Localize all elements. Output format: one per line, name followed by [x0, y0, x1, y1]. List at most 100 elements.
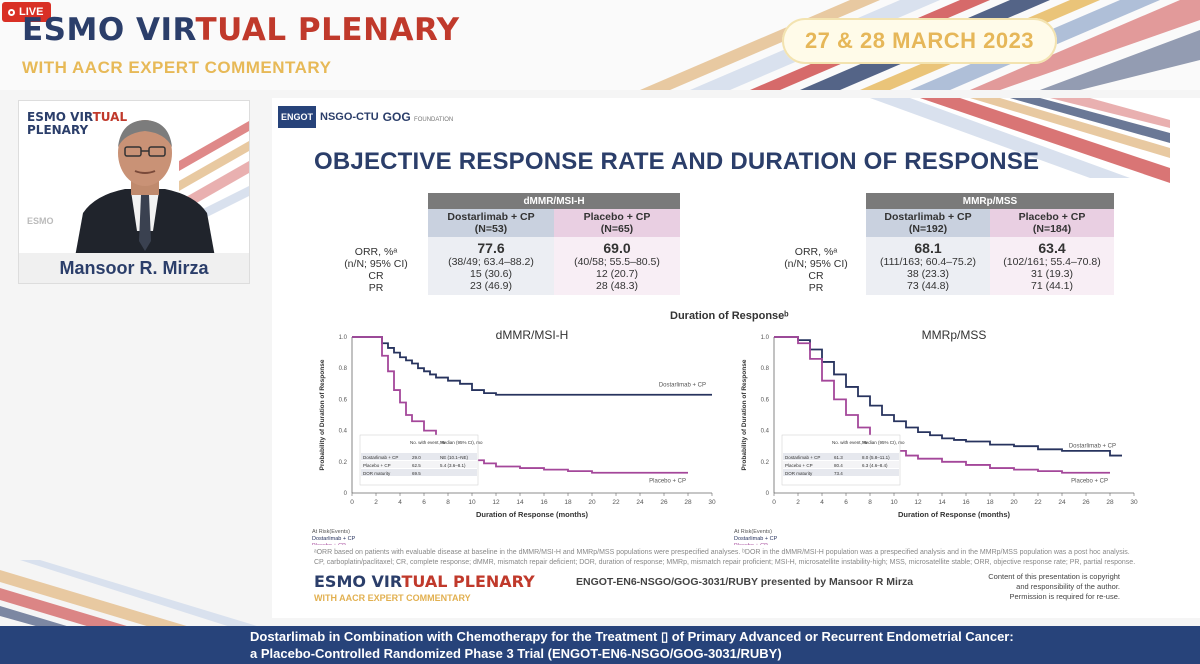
arm-values-placebo: 63.4 (102/161; 55.4–70.8) 31 (19.3) 71 (44.…	[990, 237, 1114, 295]
x-tick-label: 30	[1130, 499, 1138, 506]
event-title-part-b: TUAL PLENARY	[195, 12, 460, 48]
event-title-part-a: ESMO VIR	[22, 12, 196, 48]
orr-value: 69.0	[603, 240, 631, 256]
speaker-logo-c: PLENARY	[27, 123, 89, 137]
copyright-line-1: Content of this presentation is copyrigh…	[988, 572, 1120, 581]
live-badge[interactable]: LIVE	[2, 2, 52, 22]
x-tick-label: 0	[772, 499, 776, 506]
y-tick-label: 0.4	[761, 429, 770, 435]
x-tick-label: 16	[540, 499, 548, 506]
orr-table-dmmr: dMMR/MSI-H Dostarlimab + CP (N=53) Placeb…	[428, 193, 680, 295]
y-axis-label: Probability of Duration of Response	[741, 359, 748, 470]
chart-title: dMMR/MSI-H	[496, 328, 569, 342]
x-tick-label: 10	[890, 499, 898, 506]
series-line-dostarlimab	[352, 336, 712, 396]
slide-logo-b: TUAL PLENARY	[401, 572, 535, 591]
pr-value: 73 (44.8)	[906, 280, 950, 292]
pr-value: 28 (48.3)	[595, 280, 639, 292]
summary-row-n: 80.4	[834, 463, 843, 468]
cr-value: 38 (23.3)	[906, 268, 950, 280]
x-tick-label: 26	[660, 499, 668, 506]
x-tick-label: 24	[1058, 499, 1066, 506]
talk-title-bar: Dostarlimab in Combination with Chemothe…	[0, 626, 1200, 664]
arm-name: Placebo + CP	[583, 211, 651, 223]
table-header: MMRp/MSS	[866, 193, 1114, 209]
series-label: Dostarlimab + CP	[1069, 444, 1116, 450]
x-tick-label: 12	[492, 499, 500, 506]
x-tick-label: 4	[398, 499, 402, 506]
row-label-orr: ORR, %ᵃ	[794, 246, 838, 258]
presented-by: ENGOT-EN6-NSGO/GOG-3031/RUBY presented b…	[576, 576, 914, 588]
nsgo-logo: NSGO-CTU	[320, 111, 379, 123]
live-label: LIVE	[19, 6, 44, 18]
row-labels-left: ORR, %ᵃ (n/N; 95% CI) CR PR	[328, 246, 424, 294]
y-tick-label: 0.6	[761, 397, 770, 403]
row-label-ci: (n/N; 95% CI)	[784, 258, 848, 270]
at-risk-arm: Dostarlimab + CP	[734, 536, 778, 542]
slide-logo-a: ESMO VIR	[314, 572, 402, 591]
series-label: Placebo + CP	[1071, 479, 1108, 485]
orr-value: 63.4	[1038, 240, 1066, 256]
x-tick-label: 4	[820, 499, 824, 506]
speaker-watermark: ESMO	[27, 216, 54, 226]
summary-header-n: No. with event, %	[410, 440, 445, 445]
summary-row-median: 6.3 (4.6–8.4)	[862, 463, 888, 468]
arm-n: (N=192)	[908, 223, 948, 235]
x-tick-label: 14	[516, 499, 524, 506]
summary-row-bg	[783, 453, 899, 460]
speaker-name: Mansoor R. Mirza	[19, 253, 249, 283]
at-risk-label: At Risk(Events)	[312, 529, 350, 535]
talk-title-line-2: a Placebo-Controlled Randomized Phase 3 …	[250, 646, 782, 661]
x-tick-label: 18	[986, 499, 994, 506]
y-tick-label: 0.6	[339, 397, 348, 403]
copyright-line-3: Permission is required for re-use.	[1009, 592, 1120, 601]
orr-value: 68.1	[914, 240, 942, 256]
row-labels-right: ORR, %ᵃ (n/N; 95% CI) CR PR	[768, 246, 864, 294]
slide-stripes-decoration	[870, 98, 1170, 183]
chart-title: MMRp/MSS	[922, 328, 987, 342]
summary-row-bg	[783, 461, 899, 468]
x-tick-label: 10	[468, 499, 476, 506]
event-header: LIVE ESMO VIRTUAL PLENARY WITH AACR EXPE…	[0, 0, 1200, 90]
x-tick-label: 22	[612, 499, 620, 506]
event-date: 27 & 28 MARCH 2023	[782, 18, 1057, 64]
speaker-video[interactable]: ESMO VIRTUAL PLENARY ESMO Mansoor R. Mirz…	[18, 100, 250, 284]
arm-n: (N=184)	[1032, 223, 1072, 235]
x-tick-label: 26	[1082, 499, 1090, 506]
summary-row-median: 8.0 (5.8–11.1)	[862, 455, 890, 460]
bottom-stripes-decoration	[0, 560, 270, 630]
x-tick-label: 24	[636, 499, 644, 506]
arm-values-dostarlimab: 77.6 (38/49; 63.4–88.2) 15 (30.6) 23 (46.9)	[428, 237, 554, 295]
speaker-logo-a: ESMO VIR	[27, 110, 93, 124]
slide-event-logo: ESMO VIRTUAL PLENARY	[314, 572, 535, 591]
at-risk-arm: Placebo + CP	[734, 543, 768, 545]
x-tick-label: 28	[1106, 499, 1114, 506]
y-tick-label: 0.4	[339, 429, 348, 435]
arm-n: (N=53)	[474, 223, 508, 235]
series-label: Placebo + CP	[649, 479, 686, 485]
x-tick-label: 6	[844, 499, 848, 506]
summary-row-median: 5.4 (3.6–8.1)	[440, 463, 466, 468]
sponsor-logos: ENGOT NSGO-CTU GOG FOUNDATION	[278, 106, 453, 128]
row-label-cr: CR	[808, 270, 824, 282]
x-tick-label: 8	[446, 499, 450, 506]
gog-logo-subtext: FOUNDATION	[414, 117, 454, 123]
footnotes: ᵃORR based on patients with evaluable di…	[314, 548, 1174, 568]
presentation-slide: ENGOT NSGO-CTU GOG FOUNDATION OBJECTIVE …	[272, 98, 1200, 618]
arm-name: Placebo + CP	[1018, 211, 1086, 223]
engot-logo: ENGOT	[278, 106, 316, 128]
footnote-1: ᵃORR based on patients with evaluable di…	[314, 549, 1130, 556]
speaker-logo-b: TUAL	[92, 110, 128, 124]
summary-row-arm: Placebo + CP	[363, 463, 391, 468]
y-tick-label: 1.0	[339, 335, 348, 341]
x-tick-label: 30	[708, 499, 716, 506]
row-label-ci: (n/N; 95% CI)	[344, 258, 408, 270]
summary-row-n: 61.3	[834, 455, 843, 460]
at-risk-label: At Risk(Events)	[734, 529, 772, 535]
arm-header-placebo: Placebo + CP (N=184)	[990, 209, 1114, 237]
speaker-portrait	[75, 120, 215, 257]
y-tick-label: 0.8	[339, 366, 348, 372]
summary-row-arm: DOR maturity	[785, 471, 813, 476]
slide-event-logo-sub: WITH AACR EXPERT COMMENTARY	[314, 593, 471, 603]
